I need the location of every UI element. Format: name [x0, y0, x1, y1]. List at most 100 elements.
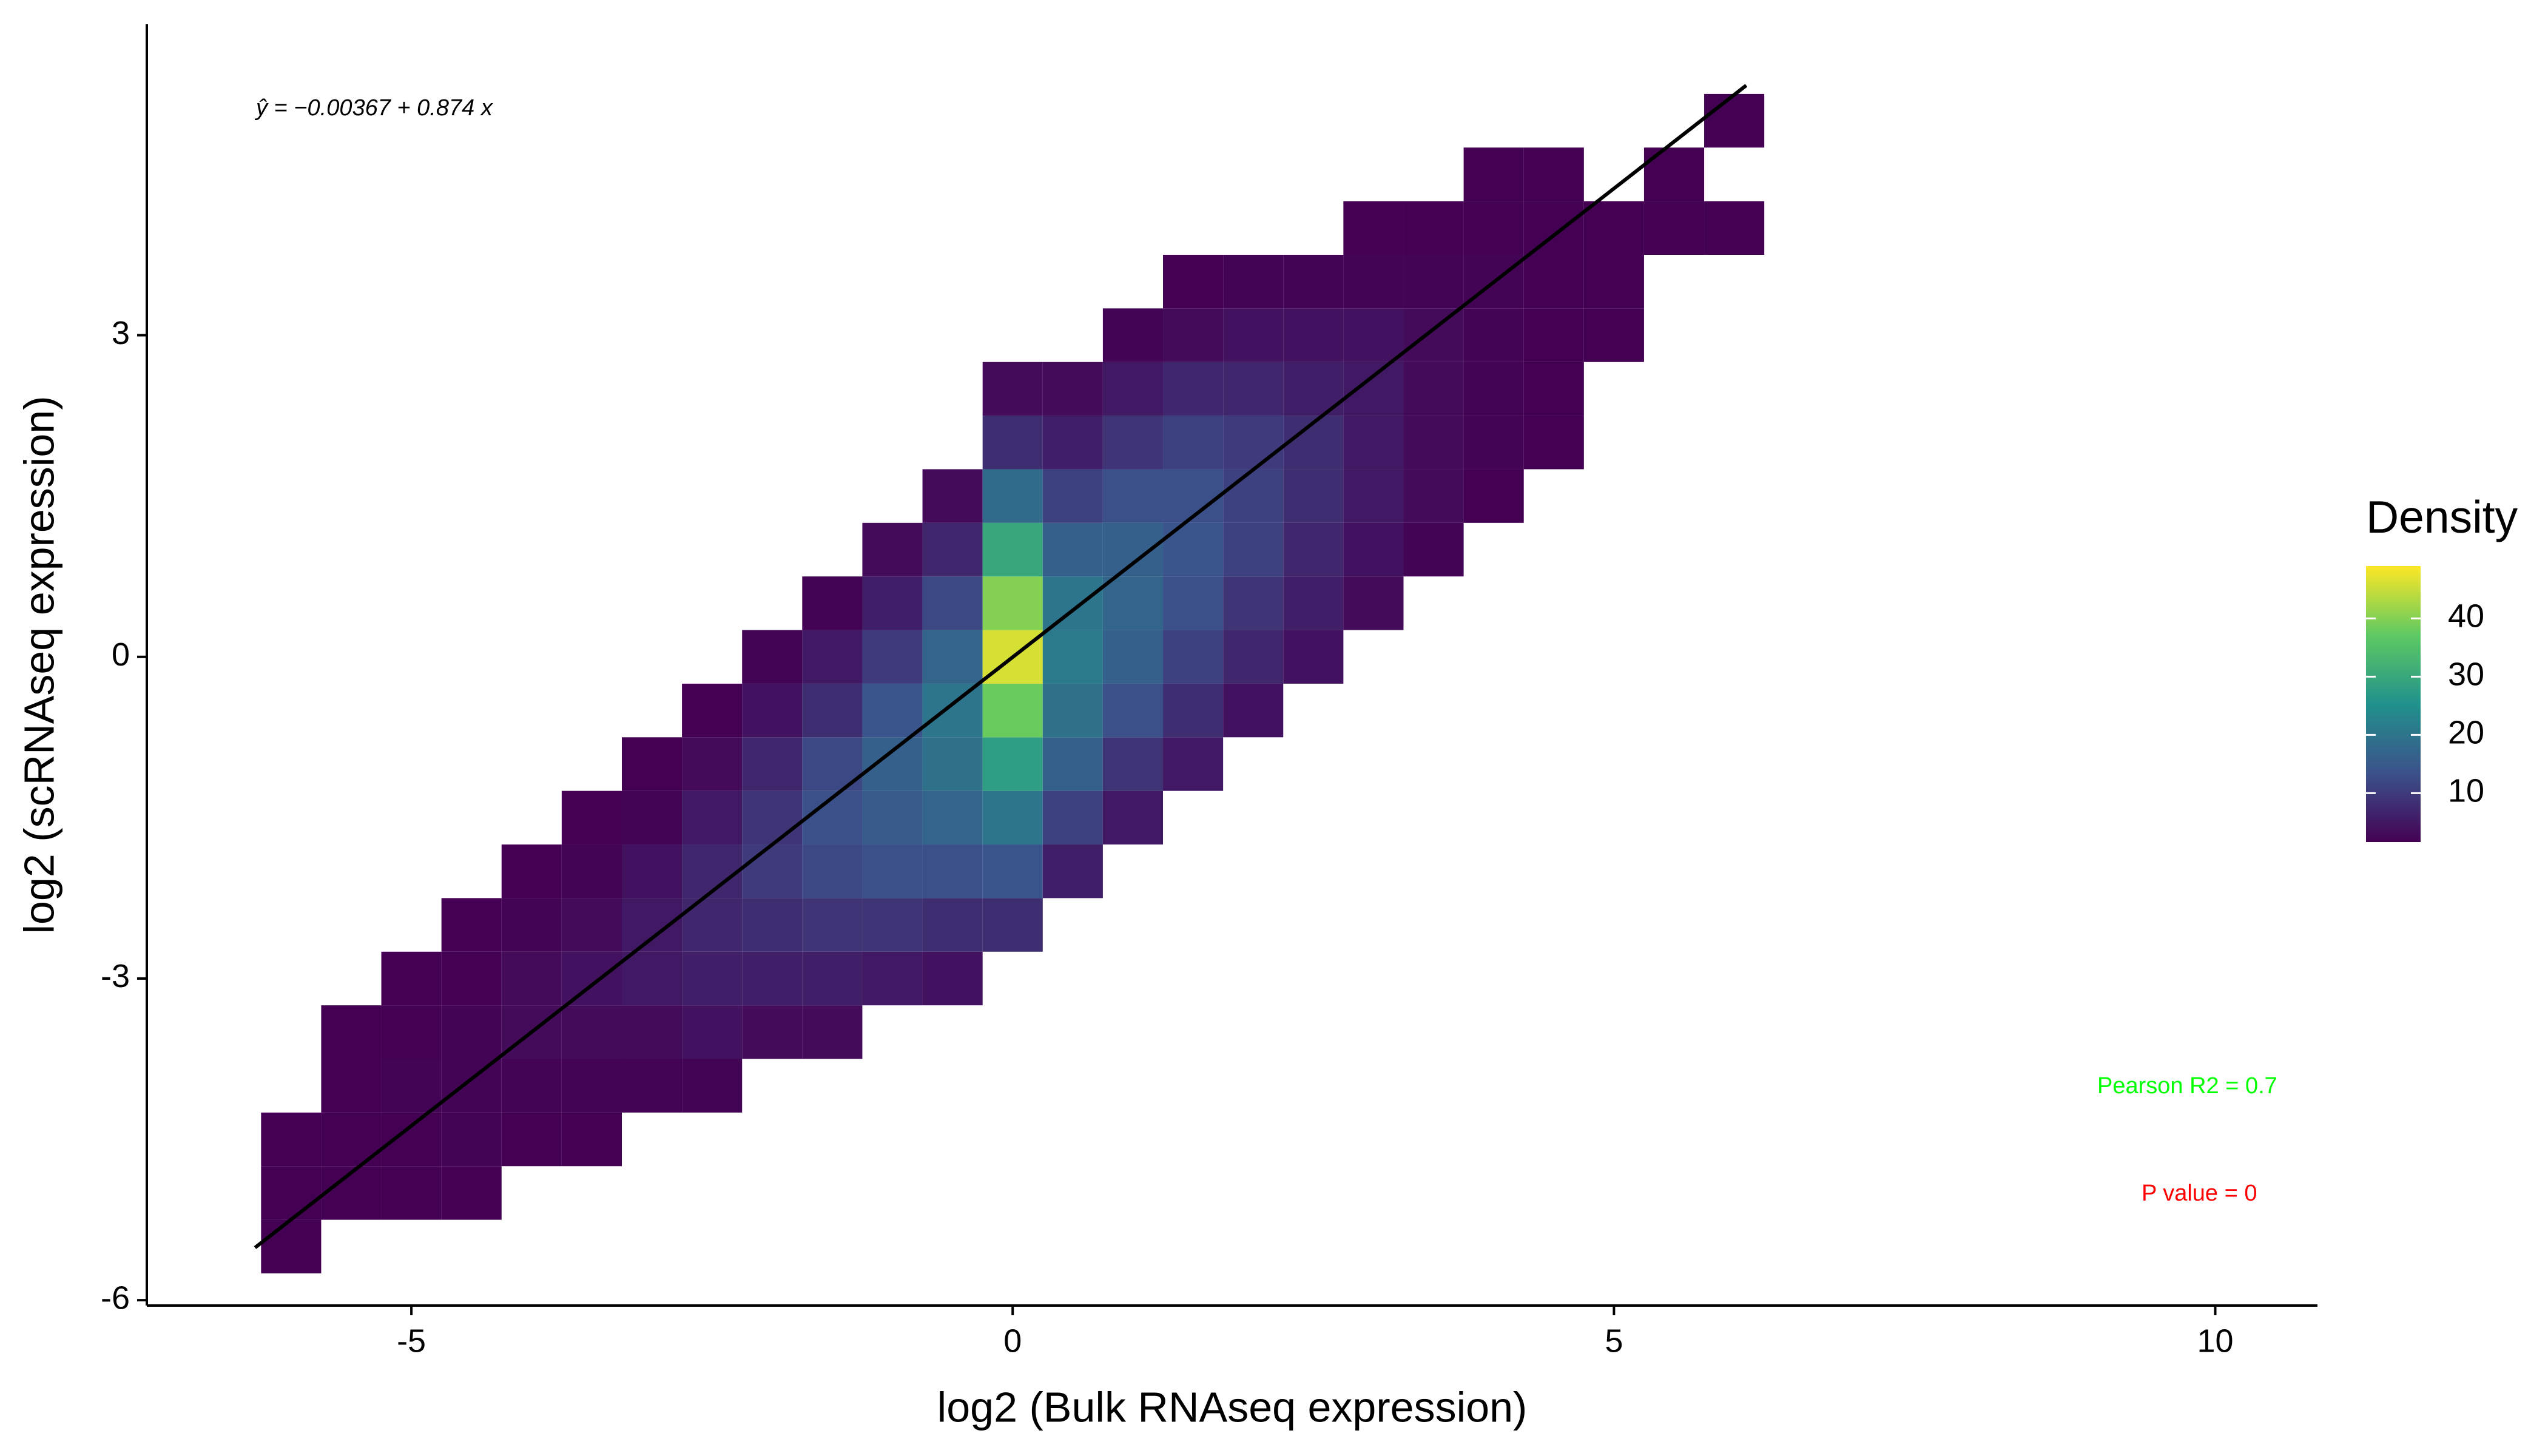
density-cell: [381, 1059, 442, 1113]
density-cell: [1163, 308, 1224, 362]
density-cell: [1223, 469, 1284, 523]
density-cell: [742, 844, 803, 898]
regression-line: [254, 84, 1748, 1249]
density-cell: [1042, 469, 1103, 523]
density-cell: [862, 576, 923, 630]
density-cell: [862, 790, 923, 845]
density-cell: [862, 844, 923, 898]
density-cell: [1463, 308, 1524, 362]
density-cell: [261, 1166, 322, 1220]
density-cell: [1343, 416, 1404, 470]
density-cell: [1283, 469, 1344, 523]
density-cell: [1523, 201, 1584, 255]
density-cell: [682, 790, 743, 845]
density-cell: [1102, 522, 1164, 577]
density-cell: [261, 1219, 322, 1273]
density-cell: [1102, 630, 1164, 684]
density-cell: [1283, 522, 1344, 577]
density-cell: [742, 630, 803, 684]
density-cell: [1463, 416, 1524, 470]
density-cell: [1223, 362, 1284, 416]
y-tick-label: 0: [112, 636, 130, 673]
density-cell: [381, 1112, 442, 1167]
density-cell: [742, 737, 803, 791]
density-cell: [802, 630, 863, 684]
density-cell: [621, 1059, 682, 1113]
x-axis-title: log2 (Bulk RNAseq expression): [937, 1383, 1528, 1431]
density-cell: [1643, 147, 1705, 201]
density-cell: [802, 576, 863, 630]
density-cell: [1343, 522, 1404, 577]
density-cell: [1403, 469, 1464, 523]
density-cell: [441, 1059, 502, 1113]
density-cell: [441, 1112, 502, 1167]
density-cell: [441, 1005, 502, 1059]
density-cell: [982, 522, 1043, 577]
density-cell: [1223, 308, 1284, 362]
x-tick-label: 0: [1003, 1323, 1022, 1359]
density-cell: [1523, 416, 1584, 470]
density-cell: [742, 790, 803, 845]
density-cell: [982, 416, 1043, 470]
density-cell: [1042, 844, 1103, 898]
density-cell: [982, 790, 1043, 845]
density-cell: [1463, 469, 1524, 523]
density-cell: [1042, 630, 1103, 684]
density-cell: [1583, 308, 1644, 362]
density-cell: [561, 844, 622, 898]
hexbin-layer: [261, 93, 1765, 1273]
density-cell: [441, 951, 502, 1006]
density-cell: [982, 898, 1043, 952]
density-cell: [1042, 790, 1103, 845]
density-cell: [802, 898, 863, 952]
density-cell: [1343, 254, 1404, 309]
density-cell: [802, 844, 863, 898]
y-tick-label: 3: [112, 315, 130, 351]
density-cell: [802, 1005, 863, 1059]
density-cell: [1403, 308, 1464, 362]
density-cell: [321, 1166, 382, 1220]
density-cell: [922, 576, 983, 630]
density-cell: [1042, 737, 1103, 791]
colorbar-tick-label: 10: [2448, 773, 2484, 809]
density-cell: [381, 1005, 442, 1059]
annotation-clip: Pearson R2 = 0.7 P value = 0: [2097, 1073, 2277, 1206]
density-cell: [1163, 254, 1224, 309]
density-cell: [802, 951, 863, 1006]
density-cell: [1163, 737, 1224, 791]
density-cell: [1102, 308, 1164, 362]
density-cell: [922, 469, 983, 523]
density-cell: [982, 844, 1043, 898]
density-cell: [1102, 737, 1164, 791]
density-cell: [742, 898, 803, 952]
density-cell: [742, 1005, 803, 1059]
density-cell: [1523, 308, 1584, 362]
density-cell: [1223, 416, 1284, 470]
density-cell: [561, 898, 622, 952]
density-cell: [1163, 683, 1224, 738]
density-cell: [922, 844, 983, 898]
y-tick-label: -3: [101, 958, 130, 994]
density-cell: [381, 951, 442, 1006]
density-cell: [1643, 201, 1705, 255]
density-cell: [1343, 308, 1404, 362]
density-cell: [1042, 522, 1103, 577]
density-cell: [621, 1005, 682, 1059]
density-cell: [922, 683, 983, 738]
density-cell: [1102, 790, 1164, 845]
density-cell: [862, 683, 923, 738]
density-cell: [561, 951, 622, 1006]
density-cell: [922, 951, 983, 1006]
density-cell: [321, 1059, 382, 1113]
density-cell: [1343, 576, 1404, 630]
density-cell: [1223, 630, 1284, 684]
density-cell: [682, 951, 743, 1006]
density-cell: [561, 1112, 622, 1167]
density-cell: [802, 683, 863, 738]
density-cell: [621, 790, 682, 845]
density-cell: [982, 362, 1043, 416]
density-cell: [922, 737, 983, 791]
density-cell: [742, 683, 803, 738]
